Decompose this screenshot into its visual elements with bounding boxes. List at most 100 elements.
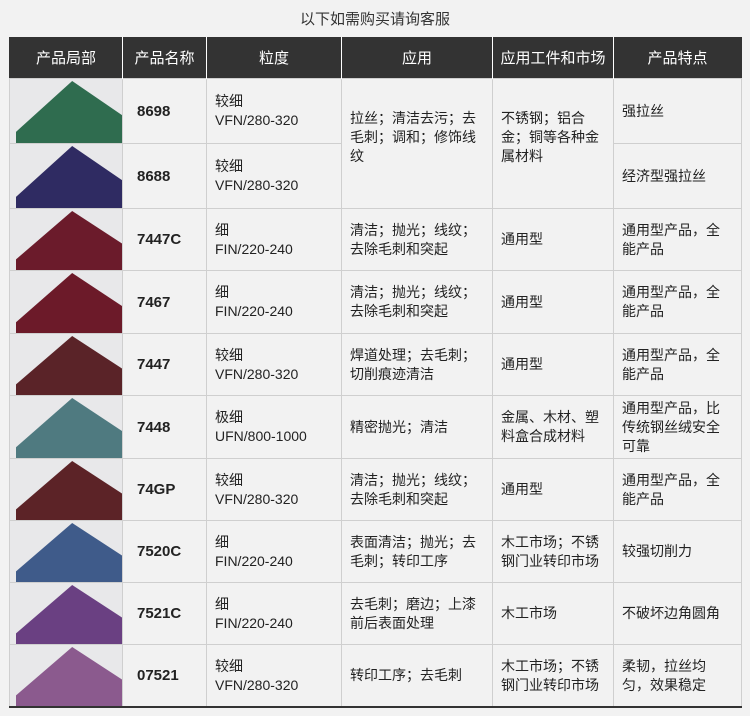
feature-cell: 通用型产品，全能产品 <box>613 270 742 334</box>
market-cell: 金属、木材、塑料盒合成材料 <box>492 395 614 459</box>
header-cell: 产品局部 <box>9 37 123 79</box>
grit-level: 较细 <box>215 346 243 363</box>
grit-spec: VFN/280-320 <box>215 112 299 128</box>
product-swatch-image <box>16 336 122 395</box>
product-name: 8688 <box>122 143 207 209</box>
feature-cell: 通用型产品，比传统钢丝绒安全可靠 <box>613 395 742 459</box>
grit-level: 细 <box>215 221 229 238</box>
product-name: 07521 <box>122 644 207 708</box>
product-name: 7447C <box>122 208 207 271</box>
product-swatch-image <box>16 461 122 520</box>
feature-cell: 较强切削力 <box>613 520 742 583</box>
application-cell: 转印工序；去毛刺 <box>341 644 493 708</box>
grit-spec: VFN/280-320 <box>215 177 299 193</box>
grit-cell: 极细 UFN/800-1000 <box>206 395 342 459</box>
header-cell: 应用 <box>341 37 493 79</box>
grit-cell: 细 FIN/220-240 <box>206 582 342 645</box>
product-name: 7467 <box>122 270 207 334</box>
grit-level: 细 <box>215 533 229 550</box>
feature-cell: 不破坏边角圆角 <box>613 582 742 645</box>
market-cell: 木工市场；不锈钢门业转印市场 <box>492 644 614 708</box>
product-image-cell <box>9 270 123 334</box>
table-header: 产品局部 产品名称 粒度 应用 应用工件和市场 产品特点 <box>9 37 742 79</box>
table-row: 8698 较细 VFN/280-320 拉丝；清洁去污；去毛刺；调和；修饰线纹 不锈… <box>9 78 742 209</box>
product-swatch-image <box>16 146 122 208</box>
product-name: 7520C <box>122 520 207 583</box>
product-swatch-image <box>16 398 122 458</box>
product-image-cell <box>9 208 123 271</box>
product-image-cell <box>9 143 123 209</box>
product-image-cell <box>9 582 123 645</box>
product-name: 7448 <box>122 395 207 459</box>
product-swatch-image <box>16 273 122 333</box>
market-cell: 通用型 <box>492 333 614 396</box>
product-name: 7521C <box>122 582 207 645</box>
grit-spec: VFN/280-320 <box>215 676 299 693</box>
grit-cell: 细 FIN/220-240 <box>206 520 342 583</box>
grit-level: 较细 <box>215 93 243 109</box>
table-row: 7467 细 FIN/220-240 清洁；抛光；线纹；去除毛刺和突起 通用型 通用型… <box>9 270 742 334</box>
market-cell: 木工市场；不锈钢门业转印市场 <box>492 520 614 583</box>
product-swatch-image <box>16 585 122 644</box>
grit-spec: FIN/220-240 <box>215 303 293 319</box>
grit-spec: VFN/280-320 <box>215 365 299 382</box>
application-cell: 焊道处理；去毛刺；切削痕迹清洁 <box>341 333 493 396</box>
grit-level: 较细 <box>215 657 243 674</box>
table-row: 8688 较细 VFN/280-320 经济型强拉丝 <box>9 143 742 209</box>
grit-level: 较细 <box>215 471 243 488</box>
product-name: 7447 <box>122 333 207 396</box>
page-title: 以下如需购买请询客服 <box>299 11 450 28</box>
product-swatch-image <box>16 211 122 270</box>
header-cell: 产品名称 <box>122 37 207 79</box>
market-cell: 通用型 <box>492 458 614 521</box>
feature-cell: 通用型产品，全能产品 <box>613 458 742 521</box>
header-cell: 产品特点 <box>613 37 742 79</box>
application-cell: 精密抛光；清洁 <box>341 395 493 459</box>
feature-cell: 通用型产品，全能产品 <box>613 208 742 271</box>
application-cell: 清洁；抛光；线纹；去除毛刺和突起 <box>341 208 493 271</box>
grit-level: 细 <box>215 284 229 300</box>
grit-level: 较细 <box>215 158 243 174</box>
grit-level: 细 <box>215 595 229 612</box>
feature-cell: 强拉丝 <box>613 78 742 144</box>
market-cell: 不锈钢；铝合金；铜等各种金属材料 <box>492 78 614 209</box>
grit-cell: 细 FIN/220-240 <box>206 208 342 271</box>
table-row: 7521C 细 FIN/220-240 去毛刺；磨边；上漆前后表面处理 木工市场 不破… <box>9 582 742 645</box>
product-swatch-image <box>16 647 122 706</box>
grit-spec: UFN/800-1000 <box>215 428 307 444</box>
feature-cell: 柔韧，拉丝均匀，效果稳定 <box>613 644 742 708</box>
product-swatch-image <box>16 523 122 582</box>
product-image-cell <box>9 333 123 396</box>
product-name: 74GP <box>122 458 207 521</box>
application-cell: 清洁；抛光；线纹；去除毛刺和突起 <box>341 270 493 334</box>
market-cell: 木工市场 <box>492 582 614 645</box>
application-cell: 拉丝；清洁去污；去毛刺；调和；修饰线纹 <box>341 78 493 209</box>
grit-spec: FIN/220-240 <box>215 552 293 569</box>
table-row: 7447 较细 VFN/280-320 焊道处理；去毛刺；切削痕迹清洁 通用型 通用型… <box>9 333 742 396</box>
application-cell: 去毛刺；磨边；上漆前后表面处理 <box>341 582 493 645</box>
grit-spec: FIN/220-240 <box>215 240 293 257</box>
table-row: 07521 较细 VFN/280-320 转印工序；去毛刺 木工市场；不锈钢门业转印… <box>9 644 742 708</box>
grit-spec: VFN/280-320 <box>215 490 299 507</box>
grit-spec: FIN/220-240 <box>215 614 293 631</box>
market-cell: 通用型 <box>492 208 614 271</box>
product-image-cell <box>9 458 123 521</box>
product-image-cell <box>9 395 123 459</box>
grit-cell: 较细 VFN/280-320 <box>206 333 342 396</box>
feature-cell: 通用型产品，全能产品 <box>613 333 742 396</box>
table-row: 7448 极细 UFN/800-1000 精密抛光；清洁 金属、木材、塑料盒合成材料… <box>9 395 742 459</box>
grit-cell: 较细 VFN/280-320 <box>206 78 342 144</box>
header-cell: 应用工件和市场 <box>492 37 614 79</box>
table-row: 7520C 细 FIN/220-240 表面清洁；抛光；去毛刺；转印工序 木工市场；… <box>9 520 742 583</box>
grit-cell: 较细 VFN/280-320 <box>206 644 342 708</box>
header-cell: 粒度 <box>206 37 342 79</box>
grit-cell: 细 FIN/220-240 <box>206 270 342 334</box>
feature-cell: 经济型强拉丝 <box>613 143 742 209</box>
product-swatch-image <box>16 81 122 143</box>
market-cell: 通用型 <box>492 270 614 334</box>
grit-cell: 较细 VFN/280-320 <box>206 458 342 521</box>
product-image-cell <box>9 520 123 583</box>
product-name: 8698 <box>122 78 207 144</box>
application-cell: 表面清洁；抛光；去毛刺；转印工序 <box>341 520 493 583</box>
grit-cell: 较细 VFN/280-320 <box>206 143 342 209</box>
